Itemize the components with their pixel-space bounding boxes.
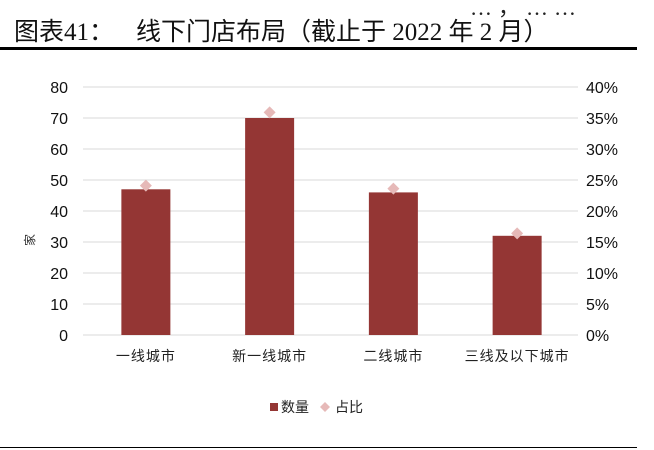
diamond-marker <box>139 179 152 192</box>
y-tick-label: 40 <box>50 204 68 221</box>
y2-tick-label: 0% <box>586 328 609 345</box>
y2-tick-label: 25% <box>586 173 618 190</box>
bottom-rule <box>0 447 637 448</box>
clipped-previous-text: …，…… <box>470 0 583 20</box>
diamond-marker <box>387 182 400 195</box>
y-tick-label: 50 <box>50 173 68 190</box>
legend-label: 数量 <box>281 400 309 416</box>
title-rule <box>0 47 637 50</box>
y-axis-right: 0% 5% 10% 15% 20% 25% 30% 35% 40% <box>586 80 618 345</box>
y2-tick-label: 15% <box>586 235 618 252</box>
y-tick-label: 30 <box>50 235 68 252</box>
bar-series <box>121 118 542 335</box>
y-axis-left: 0 10 20 30 40 50 60 70 80 <box>50 80 68 345</box>
bar <box>492 235 542 335</box>
bar <box>121 189 171 335</box>
y-tick-label: 20 <box>50 266 68 283</box>
figure-number: 图表41： <box>14 19 115 46</box>
y2-tick-label: 10% <box>586 266 618 283</box>
y2-tick-label: 40% <box>586 80 618 97</box>
legend-label: 占比 <box>335 400 363 416</box>
bar <box>368 192 418 335</box>
legend-diamond-icon <box>320 402 330 412</box>
x-category-label: 二线城市 <box>363 348 423 365</box>
y-tick-label: 80 <box>50 80 68 97</box>
y-tick-label: 10 <box>50 297 68 314</box>
figure-title-text: 线下门店布局（截止于 2022 年 2 月） <box>136 19 549 46</box>
x-category-label: 新一线城市 <box>232 348 307 365</box>
x-category-label: 三线及以下城市 <box>465 348 570 365</box>
legend-bar-swatch <box>270 403 278 411</box>
x-axis-categories: 一线城市 新一线城市 二线城市 三线及以下城市 <box>116 348 570 365</box>
bar <box>245 118 295 335</box>
y2-tick-label: 5% <box>586 297 609 314</box>
y2-tick-label: 20% <box>586 204 618 221</box>
y-tick-label: 70 <box>50 111 68 128</box>
figure-title: 图表41： 线下门店布局（截止于 2022 年 2 月） <box>14 12 549 48</box>
y-tick-label: 0 <box>59 328 68 345</box>
diamond-marker <box>511 227 524 240</box>
y-axis-label: 家 <box>22 234 37 246</box>
marker-series <box>139 106 524 240</box>
diamond-marker <box>263 106 276 119</box>
y2-tick-label: 30% <box>586 142 618 159</box>
y2-tick-label: 35% <box>586 111 618 128</box>
x-category-label: 一线城市 <box>116 348 176 365</box>
y-tick-label: 60 <box>50 142 68 159</box>
legend: 数量 占比 <box>270 400 363 416</box>
